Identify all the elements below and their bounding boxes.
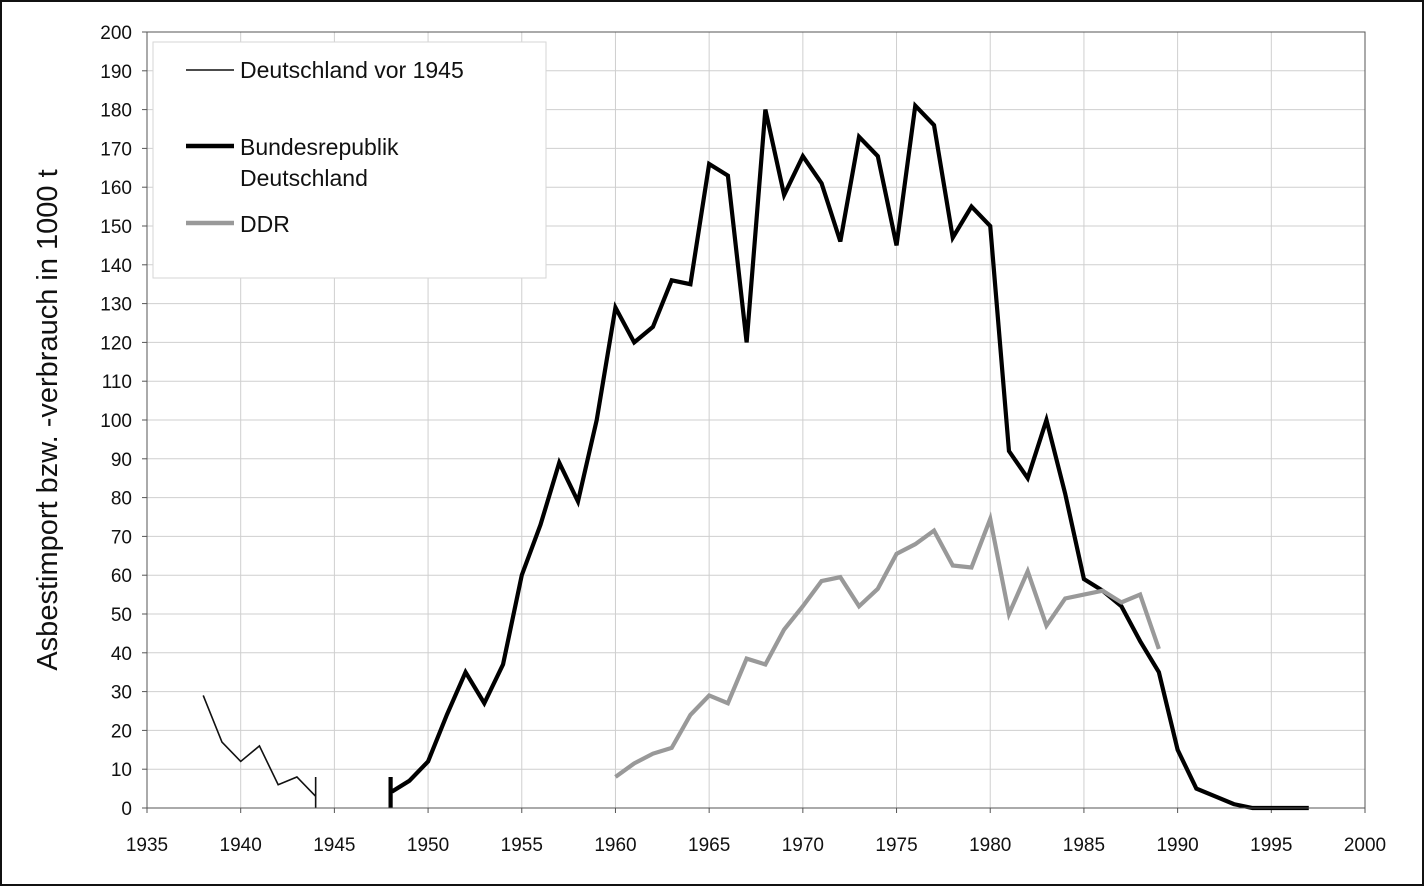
x-tick-label: 1980 [969, 835, 1011, 856]
series-line-bundesrepublik-deutschland [388, 101, 1309, 811]
y-tick-label: 0 [121, 799, 132, 820]
y-tick-label: 10 [111, 760, 132, 781]
series-line-deutschland-vor-1945 [202, 695, 317, 808]
y-tick-label: 40 [111, 644, 132, 665]
y-tick-label: 150 [100, 217, 132, 238]
x-axis-ticks: 1935 1940 1945 1950 1955 1960 1965 1970 1975 1980… [126, 808, 1386, 856]
x-tick-label: 2000 [1344, 835, 1386, 856]
y-tick-label: 30 [111, 683, 132, 704]
x-tick-label: 1940 [220, 835, 262, 856]
x-tick-label: 1965 [688, 835, 730, 856]
x-tick-label: 1985 [1063, 835, 1105, 856]
y-tick-label: 110 [102, 372, 132, 393]
y-tick-label: 200 [100, 23, 132, 44]
y-tick-label: 130 [100, 295, 132, 316]
y-tick-label: 90 [111, 450, 132, 471]
y-tick-label: 170 [100, 139, 132, 160]
y-tick-label: 80 [111, 489, 132, 510]
y-tick-label: 160 [100, 178, 132, 199]
y-tick-label: 190 [100, 62, 132, 83]
y-tick-label: 120 [100, 333, 132, 354]
legend-label-bundesrepublik-line2: Deutschland [240, 165, 368, 191]
y-tick-label: 140 [100, 256, 132, 277]
grid-lines [147, 31, 1365, 808]
data-series [202, 101, 1309, 811]
series-line-ddr [614, 511, 1161, 779]
x-tick-label: 1960 [594, 835, 636, 856]
x-tick-label: 1975 [875, 835, 917, 856]
x-tick-label: 1945 [313, 835, 355, 856]
y-axis-title: Asbestimport bzw. -verbrauch in 1000 t [32, 169, 64, 670]
x-tick-label: 1935 [126, 835, 168, 856]
y-tick-label: 70 [111, 527, 132, 548]
x-tick-label: 1950 [407, 835, 449, 856]
legend-label-bundesrepublik-line1: Bundesrepublik [240, 134, 399, 160]
x-tick-label: 1970 [782, 835, 824, 856]
legend: Deutschland vor 1945 Bundesrepublik Deut… [152, 41, 547, 279]
x-tick-label: 1990 [1156, 835, 1198, 856]
legend-box [152, 41, 547, 279]
x-tick-label: 1955 [501, 835, 543, 856]
y-tick-label: 20 [111, 721, 132, 742]
y-tick-label: 50 [111, 605, 132, 626]
x-tick-label: 1995 [1250, 835, 1292, 856]
legend-label-ddr: DDR [240, 211, 290, 237]
y-axis-ticks: 0 10 20 30 40 50 60 70 80 90 100 110 120 130 140 150 160… [100, 23, 147, 820]
y-tick-label: 180 [100, 101, 132, 122]
y-tick-label: 60 [111, 566, 132, 587]
legend-label-deutschland-vor-1945: Deutschland vor 1945 [240, 57, 464, 83]
plot-area-border [146, 31, 1366, 809]
y-tick-label: 100 [100, 411, 132, 432]
